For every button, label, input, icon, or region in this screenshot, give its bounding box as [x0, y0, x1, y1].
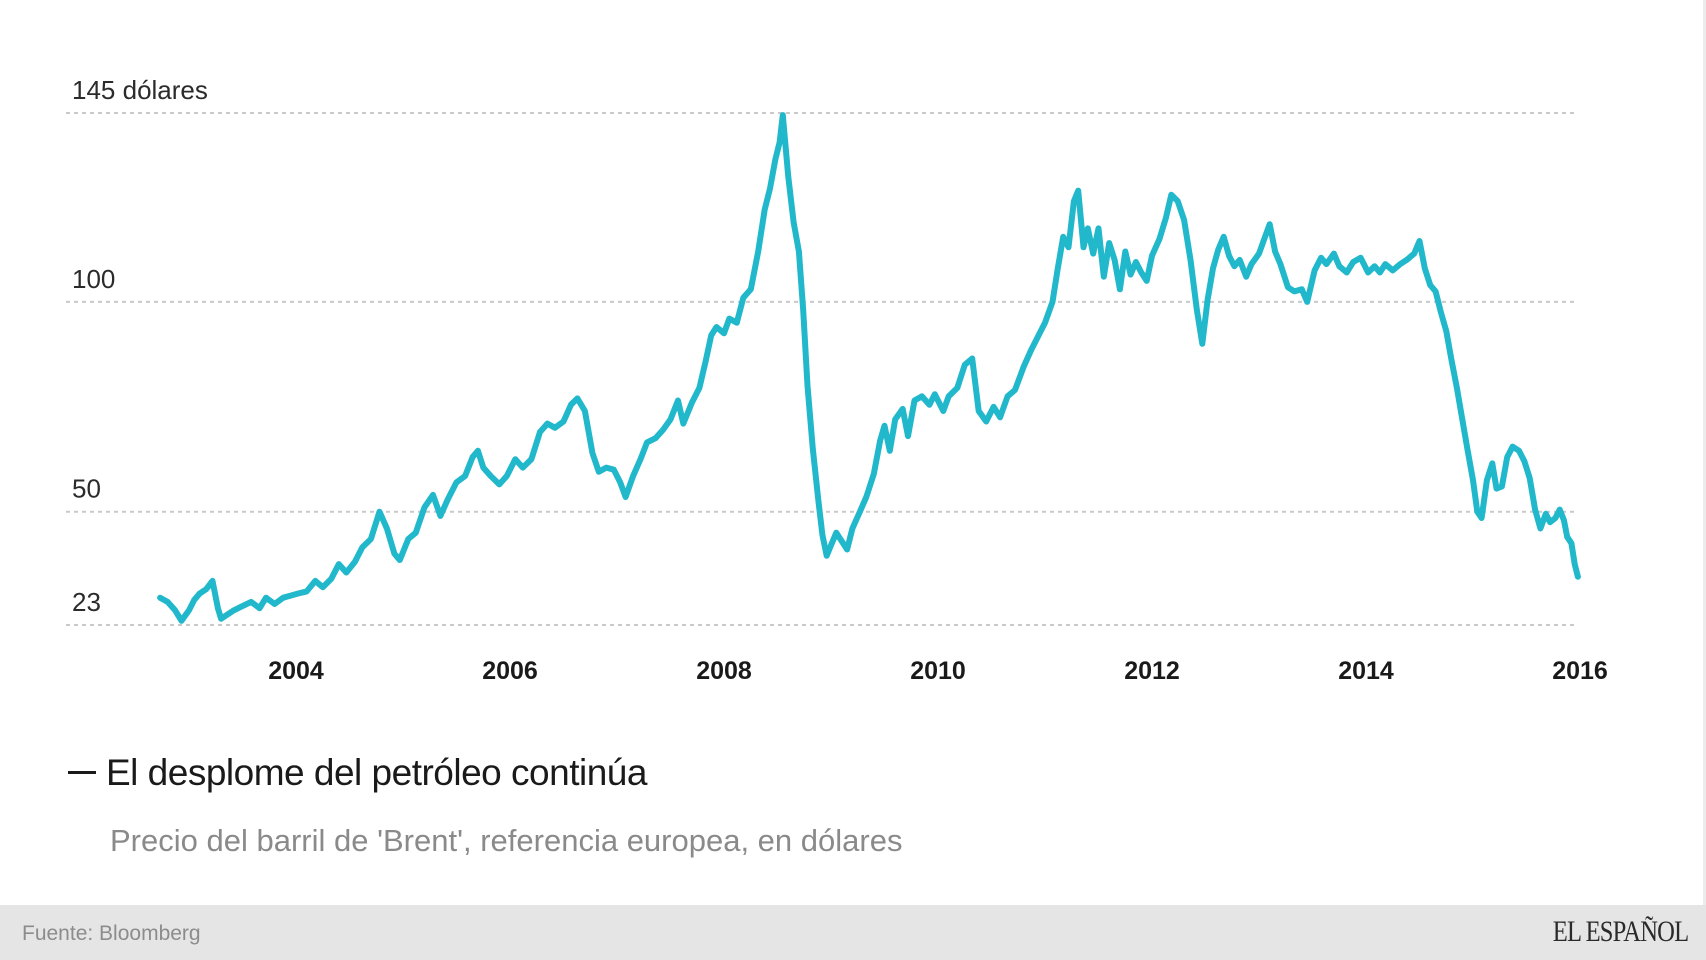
x-tick-label: 2008 [696, 657, 752, 685]
series-line-brent [157, 112, 1581, 624]
title-dash-icon [68, 770, 96, 774]
x-tick-label: 2010 [910, 657, 966, 685]
x-axis-labels: 2004 2006 2008 2010 2012 2014 2016 [268, 657, 1608, 685]
chart-title: El desplome del petróleo continúa [68, 752, 647, 794]
x-tick-label: 2016 [1552, 657, 1608, 685]
y-tick-label: 100 [72, 264, 115, 294]
source-note: Fuente: Bloomberg [22, 922, 201, 945]
gridlines [66, 112, 1578, 626]
chart-subtitle: Precio del barril de 'Brent', referencia… [110, 823, 903, 858]
y-tick-label: 50 [72, 474, 101, 504]
right-border [1703, 0, 1706, 905]
x-tick-label: 2006 [482, 657, 538, 685]
y-tick-label: 23 [72, 587, 101, 617]
y-axis-labels: 145 dólares 100 50 23 [72, 75, 208, 617]
brand-logo: EL ESPAÑOL [1552, 915, 1688, 948]
footer: Fuente: Bloomberg EL ESPAÑOL [0, 905, 1706, 960]
x-tick-label: 2004 [268, 657, 324, 685]
x-tick-label: 2012 [1124, 657, 1180, 685]
chart-title-text: El desplome del petróleo continúa [106, 752, 647, 793]
y-tick-label: 145 dólares [72, 75, 208, 105]
x-tick-label: 2014 [1338, 657, 1394, 685]
series-layer [157, 112, 1581, 624]
